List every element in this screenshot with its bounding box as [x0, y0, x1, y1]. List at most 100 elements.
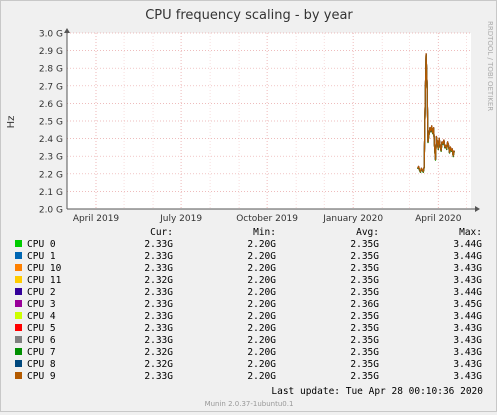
legend-swatch: [15, 348, 22, 355]
x-tick-label: July 2019: [159, 214, 202, 224]
legend-name: CPU 5: [27, 323, 56, 334]
y-tick-label: 2.4 G: [39, 135, 63, 145]
legend-name: CPU 9: [27, 371, 56, 382]
legend-value-min: 2.20G: [247, 311, 276, 322]
legend-value-avg: 2.35G: [350, 347, 379, 358]
legend-value-max: 3.44G: [453, 311, 482, 322]
legend-swatch: [15, 276, 22, 283]
y-axis-arrow: [64, 28, 70, 33]
x-tick-label: April 2019: [73, 214, 120, 224]
legend-value-min: 2.20G: [247, 371, 276, 382]
series-line-cpu-9: [417, 53, 455, 173]
legend-value-avg: 2.35G: [350, 263, 379, 274]
legend-value-cur: 2.32G: [144, 347, 173, 358]
legend-value-max: 3.44G: [453, 287, 482, 298]
legend-name: CPU 6: [27, 335, 56, 346]
legend-value-max: 3.43G: [453, 359, 482, 370]
legend-name: CPU 7: [27, 347, 56, 358]
y-tick-label: 3.0 G: [39, 30, 63, 40]
legend-header-cur: Cur:: [150, 227, 173, 238]
y-tick-labels: 2.0 G 2.1 G 2.2 G 2.3 G 2.4 G 2.5 G 2.6 G 2.7 G…: [39, 30, 63, 216]
legend-value-cur: 2.33G: [144, 263, 173, 274]
legend-value-cur: 2.33G: [144, 299, 173, 310]
legend-value-min: 2.20G: [247, 335, 276, 346]
legend-value-min: 2.20G: [247, 239, 276, 250]
legend-value-cur: 2.33G: [144, 239, 173, 250]
legend-swatch: [15, 240, 22, 247]
legend-value-cur: 2.33G: [144, 311, 173, 322]
legend-name: CPU 2: [27, 287, 56, 298]
grid-lines: [67, 32, 471, 210]
x-tick-label: October 2019: [236, 214, 298, 224]
legend-swatch: [15, 336, 22, 343]
legend: Cur: Min: Avg: Max: CPU 0 2.33G 2.20G 2.35G 3.44…: [15, 227, 482, 382]
legend-name: CPU 11: [27, 275, 62, 286]
y-tick-label: 2.2 G: [39, 170, 63, 180]
y-axis-label: Hz: [6, 116, 17, 129]
legend-value-avg: 2.35G: [350, 287, 379, 298]
legend-name: CPU 4: [27, 311, 56, 322]
legend-value-cur: 2.33G: [144, 335, 173, 346]
legend-value-max: 3.44G: [453, 239, 482, 250]
x-tick-label: April 2020: [415, 214, 462, 224]
legend-value-min: 2.20G: [247, 299, 276, 310]
legend-value-max: 3.43G: [453, 335, 482, 346]
legend-value-avg: 2.35G: [350, 239, 379, 250]
legend-value-min: 2.20G: [247, 263, 276, 274]
legend-value-avg: 2.36G: [350, 299, 379, 310]
y-tick-label: 2.9 G: [39, 47, 63, 57]
munin-version-footer: Munin 2.0.37-1ubuntu0.1: [205, 400, 294, 408]
legend-swatch: [15, 264, 22, 271]
legend-value-cur: 2.33G: [144, 323, 173, 334]
legend-value-cur: 2.32G: [144, 359, 173, 370]
last-update-text: Last update: Tue Apr 28 00:10:36 2020: [271, 386, 483, 397]
legend-swatch: [15, 288, 22, 295]
y-tick-label: 2.3 G: [39, 153, 63, 163]
legend-value-avg: 2.35G: [350, 323, 379, 334]
legend-value-max: 3.43G: [453, 275, 482, 286]
legend-value-cur: 2.33G: [144, 287, 173, 298]
legend-swatch: [15, 252, 22, 259]
y-tick-label: 2.8 G: [39, 65, 63, 75]
legend-value-avg: 2.35G: [350, 251, 379, 262]
legend-name: CPU 3: [27, 299, 56, 310]
legend-value-avg: 2.35G: [350, 275, 379, 286]
x-axis-arrow: [475, 206, 480, 212]
legend-value-avg: 2.35G: [350, 371, 379, 382]
legend-name: CPU 1: [27, 251, 56, 262]
y-tick-label: 2.7 G: [39, 82, 63, 92]
legend-value-min: 2.20G: [247, 359, 276, 370]
legend-header-max: Max:: [459, 227, 482, 238]
legend-value-cur: 2.32G: [144, 275, 173, 286]
legend-value-max: 3.43G: [453, 371, 482, 382]
cpu-frequency-series: [417, 53, 455, 173]
legend-value-max: 3.44G: [453, 251, 482, 262]
y-tick-label: 2.6 G: [39, 100, 63, 110]
chart-title: CPU frequency scaling - by year: [145, 8, 353, 23]
rrdtool-watermark: RRDTOOL / TOBI OETIKER: [486, 21, 494, 111]
legend-swatch: [15, 372, 22, 379]
legend-value-min: 2.20G: [247, 347, 276, 358]
x-tick-labels: April 2019 July 2019 October 2019 January 2…: [73, 214, 462, 224]
legend-swatch: [15, 324, 22, 331]
legend-value-min: 2.20G: [247, 287, 276, 298]
legend-value-min: 2.20G: [247, 323, 276, 334]
legend-value-avg: 2.35G: [350, 311, 379, 322]
axes: [64, 28, 480, 212]
legend-header-min: Min:: [253, 227, 276, 238]
legend-value-avg: 2.35G: [350, 335, 379, 346]
legend-name: CPU 8: [27, 359, 56, 370]
legend-header-avg: Avg:: [356, 227, 379, 238]
legend-swatch: [15, 360, 22, 367]
legend-name: CPU 10: [27, 263, 62, 274]
legend-value-avg: 2.35G: [350, 359, 379, 370]
y-tick-label: 2.1 G: [39, 188, 63, 198]
legend-value-min: 2.20G: [247, 275, 276, 286]
legend-value-cur: 2.33G: [144, 371, 173, 382]
legend-swatch: [15, 300, 22, 307]
legend-value-max: 3.45G: [453, 299, 482, 310]
legend-swatch: [15, 312, 22, 319]
legend-value-cur: 2.33G: [144, 251, 173, 262]
